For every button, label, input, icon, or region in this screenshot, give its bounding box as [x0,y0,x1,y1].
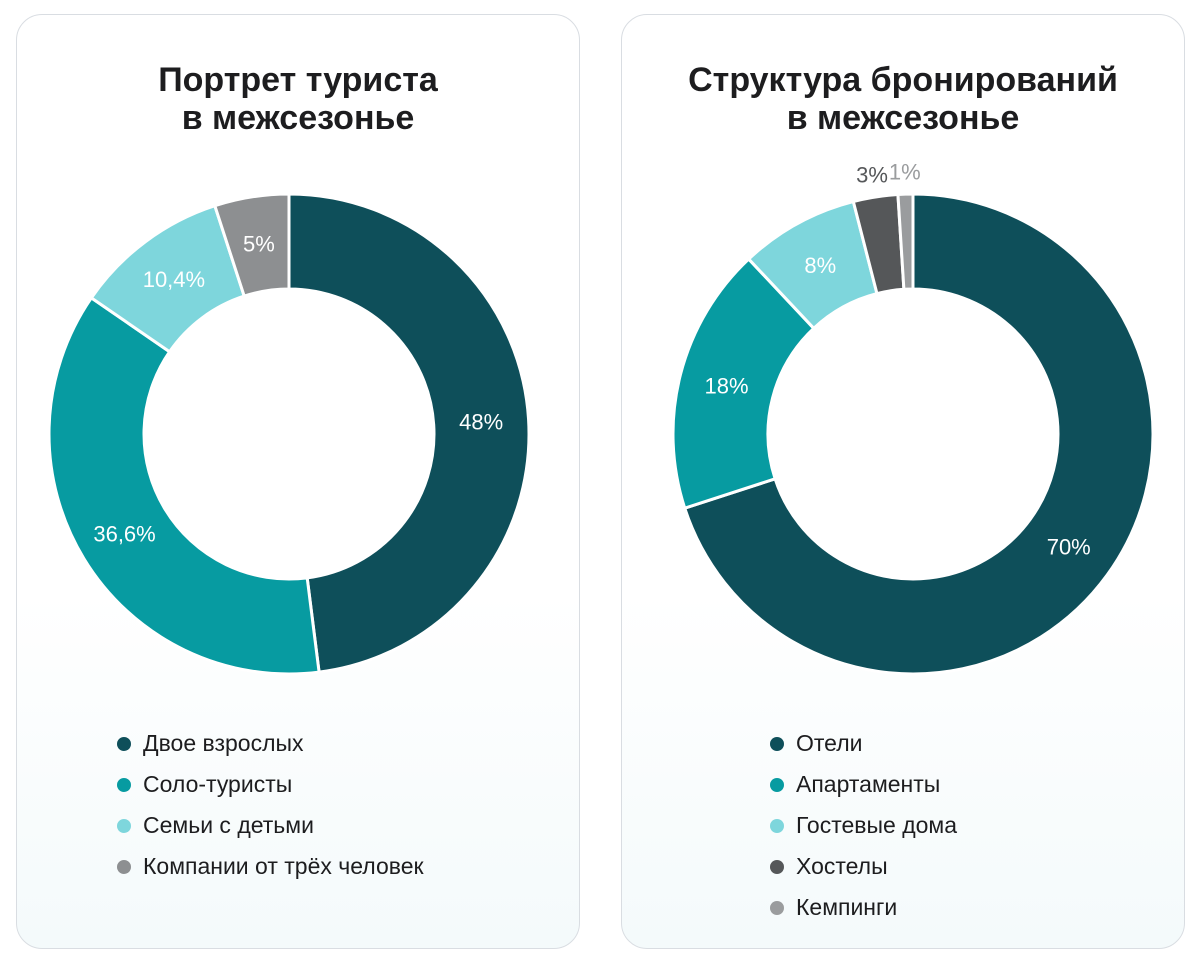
chart-card-tourist-portrait: Портрет туриста в межсезонье 48% 36,6% 10,… [16,14,580,949]
legend-swatch [117,859,131,874]
legend-swatch [117,818,131,833]
legend-item: Хостелы [770,846,957,887]
donut-slice [287,192,531,674]
chart-card-booking-structure: Структура бронирований в межсезонье 70% 1… [621,14,1185,949]
legend-item: Отели [770,723,957,764]
legend-swatch [117,736,131,751]
legend-item: Кемпинги [770,887,957,928]
legend-swatch [770,818,784,833]
legend-item: Гостевые дома [770,805,957,846]
data-label: 18% [705,374,749,399]
legend-label: Компании от трёх человек [143,853,424,879]
chart-title: Портрет туриста в межсезонье [17,61,579,137]
chart-title: Структура бронирований в межсезонье [622,61,1184,137]
legend-swatch [770,777,784,792]
chart-title-line-1: Структура бронирований [688,61,1118,99]
data-label: 8% [804,253,836,278]
chart-title-line-2: в межсезонье [181,99,415,137]
data-label: 10,4% [143,267,205,292]
legend-label: Двое взрослых [143,730,304,756]
data-label: 5% [243,231,275,256]
legend-label: Апартаменты [796,771,941,797]
legend-label: Хостелы [796,853,888,879]
legend-label: Кемпинги [796,894,898,920]
legend-swatch [770,900,784,915]
legend-label: Отели [796,730,863,756]
chart-legend: Двое взрослых Соло-туристы Семьи с детьм… [117,723,424,887]
legend-swatch [770,859,784,874]
donut-chart-tourist-portrait: 48% 36,6% 10,4% 5% [47,192,531,676]
legend-item: Двое взрослых [117,723,424,764]
data-label: 1% [889,160,921,185]
chart-title-line-1: Портрет туриста [158,61,438,99]
donut-slice [213,192,291,298]
donut-slice [671,257,816,510]
legend-swatch [770,736,784,751]
donut-slice [47,296,321,676]
donut-chart-booking-structure: 70% 18% 8% 3% 1% [671,160,1155,676]
data-label: 48% [459,409,503,434]
donut-slice [683,192,1155,676]
legend-label: Соло-туристы [143,771,293,797]
donut-slice [896,192,915,291]
legend-swatch [117,777,131,792]
data-label: 36,6% [93,522,155,547]
chart-title-line-2: в межсезонье [786,99,1020,137]
chart-legend: Отели Апартаменты Гостевые дома Хостелы … [770,723,957,928]
data-label: 3% [856,163,888,188]
legend-item: Апартаменты [770,764,957,805]
legend-label: Семьи с детьми [143,812,314,838]
legend-item: Семьи с детьми [117,805,424,846]
data-label: 70% [1047,535,1091,560]
legend-item: Компании от трёх человек [117,846,424,887]
legend-item: Соло-туристы [117,764,424,805]
legend-label: Гостевые дома [796,812,958,838]
